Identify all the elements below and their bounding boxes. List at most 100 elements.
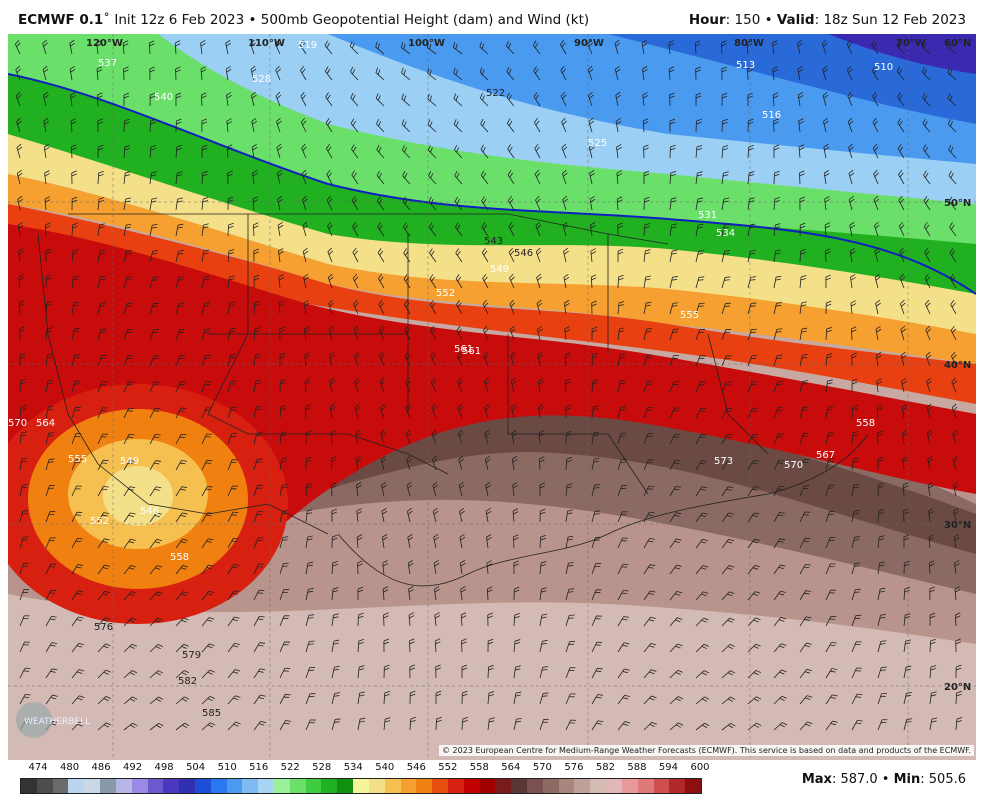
- wind-barb: [16, 117, 22, 133]
- wind-barb: [227, 564, 239, 575]
- legend-swatch: [353, 779, 369, 793]
- wind-barb: [331, 718, 341, 731]
- wind-barb: [123, 223, 132, 237]
- wind-barb: [324, 66, 333, 81]
- legend-tick-label: 546: [406, 762, 426, 773]
- wind-barb: [149, 118, 156, 133]
- lat-label: 60°N: [944, 38, 971, 49]
- wind-barb: [560, 40, 567, 55]
- wind-barb: [175, 66, 181, 81]
- wind-barb: [175, 92, 182, 107]
- wind-barb: [71, 564, 84, 575]
- wind-barb: [922, 118, 931, 133]
- wind-barb: [484, 429, 491, 445]
- wind-barb: [460, 612, 467, 627]
- wind-barb: [539, 482, 545, 497]
- wind-barb: [537, 378, 544, 393]
- legend-swatch: [685, 779, 701, 793]
- wind-barb: [302, 247, 309, 263]
- wind-barb: [331, 587, 339, 601]
- wind-barb: [695, 223, 704, 237]
- wind-barb: [747, 460, 759, 471]
- wind-barb: [279, 720, 291, 731]
- wind-barb: [877, 719, 888, 731]
- wind-barb: [406, 481, 413, 497]
- wind-barb: [355, 429, 361, 445]
- wind-barb: [328, 325, 335, 341]
- wind-barb: [922, 92, 931, 107]
- wind-barb: [71, 196, 78, 211]
- legend-tick-label: 540: [375, 762, 395, 773]
- wind-barb: [929, 612, 936, 627]
- wind-barb: [695, 381, 706, 393]
- wind-barb: [643, 170, 650, 185]
- wind-barb: [227, 537, 239, 549]
- wind-barb: [201, 564, 214, 575]
- wind-barb: [825, 537, 836, 549]
- wind-barb: [19, 510, 28, 523]
- wind-barb: [695, 145, 703, 159]
- wind-barb: [947, 67, 957, 81]
- legend-swatch: [637, 779, 654, 793]
- wind-barb: [305, 535, 313, 549]
- wind-barb: [253, 274, 260, 289]
- wind-barb: [773, 223, 781, 237]
- wind-barb: [71, 695, 85, 705]
- wind-barb: [300, 117, 307, 133]
- wind-barb: [480, 144, 489, 159]
- wind-barb: [71, 642, 84, 653]
- lat-label: 30°N: [944, 520, 971, 531]
- wind-barb: [948, 170, 957, 185]
- wind-barb: [279, 693, 291, 705]
- wind-barb: [846, 65, 853, 81]
- wind-barb: [435, 690, 442, 705]
- map-canvas: 120°W 110°W 100°W 90°W 80°W 70°W 60°N 50…: [8, 34, 976, 760]
- wind-barb: [97, 197, 105, 211]
- wind-barb: [149, 696, 164, 705]
- weather-map[interactable]: 120°W 110°W 100°W 90°W 80°W 70°W 60°N 50…: [8, 34, 976, 760]
- wind-barb: [951, 403, 958, 419]
- legend-swatch: [100, 779, 116, 793]
- wind-barb: [457, 429, 464, 445]
- wind-barb: [669, 381, 680, 393]
- wind-barb: [483, 377, 490, 393]
- wind-barb: [279, 483, 288, 497]
- wind-barb: [773, 380, 784, 393]
- wind-barb: [149, 433, 161, 445]
- legend-tick-label: 528: [312, 762, 332, 773]
- wind-barb: [929, 717, 938, 731]
- wind-barb: [669, 617, 683, 627]
- wind-barb: [721, 355, 732, 367]
- wind-barb: [253, 458, 263, 471]
- legend-tick-label: 498: [154, 762, 174, 773]
- wind-barb: [799, 564, 811, 575]
- wind-barb: [773, 328, 783, 341]
- wind-barb: [536, 299, 543, 315]
- wind-barb: [539, 534, 546, 549]
- wind-barb: [928, 534, 935, 549]
- contour-label: 534: [716, 228, 735, 239]
- wind-barb: [896, 66, 905, 81]
- wind-barb: [825, 458, 835, 471]
- valid-value: 18z Sun 12 Feb 2023: [823, 12, 966, 28]
- wind-barb: [773, 643, 787, 653]
- wind-barb: [565, 614, 575, 627]
- wind-barb: [591, 352, 598, 367]
- legend-tick-label: 594: [658, 762, 679, 773]
- legend-tick-label: 600: [690, 762, 710, 773]
- legend-swatch: [321, 779, 338, 793]
- wind-barb: [721, 92, 728, 107]
- wind-barb: [408, 638, 415, 653]
- wind-barb: [149, 197, 158, 211]
- wind-barb: [175, 512, 188, 523]
- wind-barb: [513, 639, 521, 653]
- wind-barb: [433, 533, 439, 549]
- wind-barb: [825, 563, 836, 575]
- legend-swatch: [384, 779, 401, 793]
- wind-barb: [279, 326, 285, 341]
- wind-barb: [926, 377, 932, 393]
- wind-barb: [851, 641, 862, 653]
- wind-barb: [747, 617, 761, 627]
- wind-barb: [799, 275, 807, 289]
- wind-barb: [304, 352, 310, 367]
